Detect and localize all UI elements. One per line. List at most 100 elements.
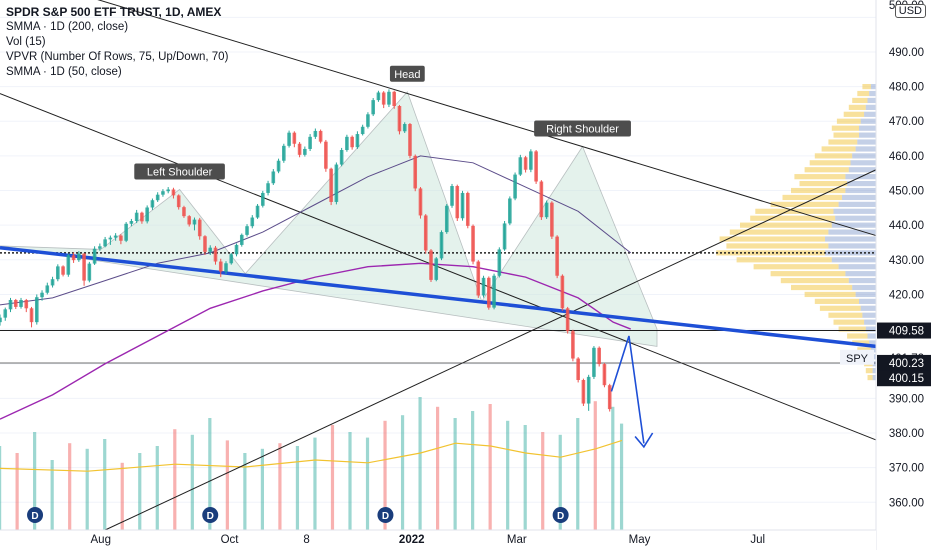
vpvr-down-bar	[865, 104, 876, 110]
time-axis-label: 8	[303, 534, 309, 546]
candle-body	[571, 331, 575, 359]
volume-bar	[619, 423, 624, 530]
candle-body	[534, 151, 538, 182]
pattern-label-bg	[389, 65, 425, 82]
volume-bar	[593, 401, 597, 530]
candle-body	[555, 236, 559, 276]
vpvr-up-bar	[831, 125, 859, 131]
price-axis-tick: 370.00	[889, 463, 924, 475]
candle-body	[518, 157, 523, 175]
volume-bar	[523, 425, 527, 530]
price-axis-tick: 490.00	[889, 47, 924, 59]
candle-body	[13, 299, 18, 307]
time-axis-label: Mar	[507, 534, 527, 546]
smma50-line	[0, 155, 632, 306]
volume-bar	[418, 397, 422, 530]
vpvr-down-bar	[848, 277, 876, 284]
candle-body	[45, 285, 50, 293]
candle-body	[297, 143, 302, 155]
price-axis-tick: 430.00	[889, 255, 924, 267]
candle-body	[150, 200, 155, 208]
dividend-marker-label: D	[557, 511, 564, 522]
vpvr-up-bar	[716, 250, 825, 256]
candle-body	[129, 221, 134, 224]
volume-bar	[541, 432, 545, 530]
volume-bar	[611, 406, 615, 530]
candle-body	[103, 239, 107, 247]
volume-bar	[173, 429, 177, 530]
price-axis-tick: 360.00	[889, 497, 924, 509]
vpvr-down-bar	[842, 194, 876, 201]
candle-body	[339, 149, 344, 165]
candle-body	[255, 205, 260, 218]
volume-bar	[330, 425, 335, 530]
vpvr-down-bar	[831, 257, 876, 263]
candle-body	[576, 358, 580, 381]
pattern-label: Head	[389, 65, 425, 82]
candle-body	[560, 275, 565, 309]
candle-body	[187, 216, 192, 225]
volume-bar	[365, 437, 370, 530]
price-axis-tick: 480.00	[889, 82, 924, 94]
volume-bar	[453, 418, 457, 530]
candle-body	[492, 275, 496, 308]
volume-bar	[313, 437, 317, 530]
legend-smma50[interactable]: SMMA · 1D (50, close)	[6, 66, 122, 78]
candle-body	[387, 91, 391, 105]
candle-body	[308, 136, 312, 149]
candle-body	[455, 186, 460, 219]
vpvr-up-bar	[791, 187, 846, 194]
vpvr-up-bar	[804, 291, 856, 298]
price-label-bg	[877, 322, 931, 339]
candle-body	[292, 132, 297, 144]
vpvr-down-bar	[872, 374, 876, 381]
pattern-label-text: Right Shoulder	[546, 124, 619, 136]
head-shoulders-pattern	[0, 91, 658, 347]
price-axis-tick: 390.00	[889, 393, 924, 405]
vpvr-up-bar	[782, 194, 842, 201]
candle-body	[581, 380, 586, 404]
dividend-marker-label: D	[31, 511, 38, 522]
time-axis-bg	[0, 530, 876, 550]
candle-body	[282, 145, 286, 161]
legend-smma200[interactable]: SMMA · 1D (200, close)	[6, 21, 129, 33]
candle-body	[155, 194, 160, 201]
vpvr-up-bar	[847, 333, 868, 339]
candle-body	[550, 202, 554, 237]
candle-body	[303, 148, 307, 155]
volume-bar	[33, 432, 37, 530]
projection-arrow	[610, 335, 645, 444]
volume-bar	[471, 411, 475, 530]
candle-body	[239, 234, 244, 245]
vpvr-up-bar	[819, 305, 861, 311]
volume-bar	[225, 440, 229, 530]
candle-body	[539, 181, 544, 218]
vpvr-down-bar	[855, 291, 876, 298]
volume-bar	[155, 446, 159, 530]
dividend-marker-label: D	[207, 511, 214, 522]
vpvr-up-bar	[865, 368, 873, 374]
volume-bar	[436, 406, 440, 530]
vpvr-down-bar	[869, 90, 876, 97]
candle-body	[565, 308, 570, 332]
candle-body	[418, 188, 423, 216]
candle-body	[0, 317, 2, 323]
candle-body	[203, 236, 207, 252]
vpvr-down-bar	[847, 180, 876, 187]
vpvr-up-bar	[836, 118, 861, 124]
vpvr-down-bar	[860, 118, 876, 124]
vpvr-down-bar	[838, 264, 876, 270]
vpvr-down-bar	[862, 312, 876, 318]
smma200-line	[0, 262, 631, 420]
candle-body	[513, 174, 517, 199]
legend-vpvr[interactable]: VPVR (Number Of Rows, 75, Up/Down, 70)	[6, 51, 229, 63]
volume-bar	[190, 434, 194, 530]
vpvr-down-bar	[845, 187, 876, 194]
currency-button[interactable]: USD	[894, 4, 926, 18]
legend-volume[interactable]: Vol (15)	[6, 36, 46, 48]
vpvr-down-bar	[872, 361, 876, 367]
candle-body	[119, 235, 123, 241]
candle-body	[166, 189, 170, 192]
vpvr-up-bar	[843, 111, 865, 117]
